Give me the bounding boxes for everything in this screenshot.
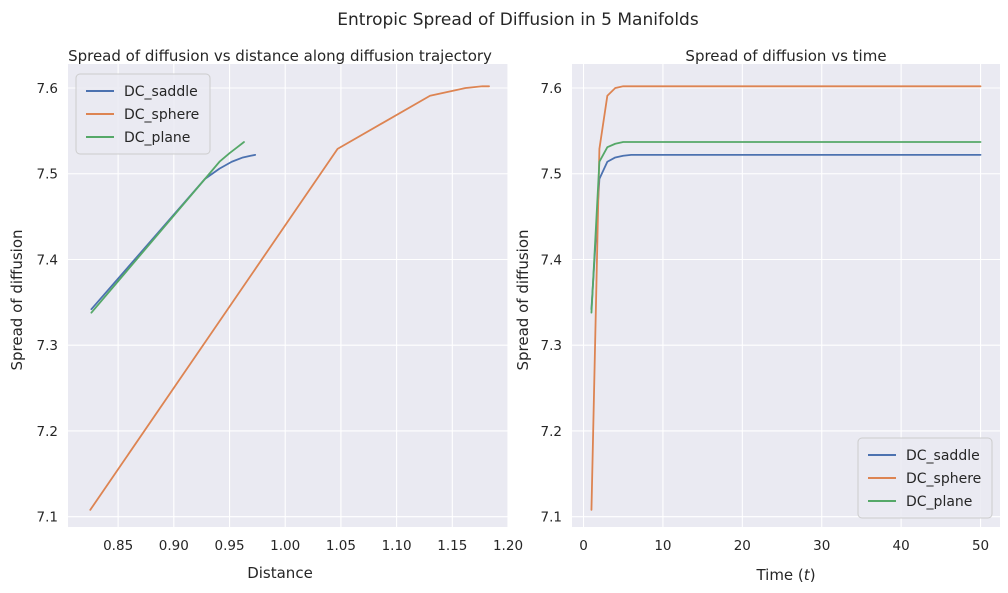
legend-label: DC_saddle	[906, 448, 980, 464]
legend-box	[857, 437, 993, 519]
x-tick-labels: 0.85 0.90 0.95 1.00 1.05 1.10 1.15 1.20	[103, 538, 523, 554]
x-tick-label: 1.10	[382, 538, 412, 554]
legend-label: DC_sphere	[906, 471, 981, 487]
y-tick-label: 7.4	[37, 252, 58, 268]
y-tick-label: 7.1	[541, 510, 562, 526]
y-tick-label: 7.4	[541, 252, 562, 268]
chart-title: Spread of diffusion vs time	[685, 47, 886, 65]
x-tick-label: 10	[654, 538, 671, 554]
chart-time: 0 10 20 30 40 50 7.1 7.2 7.3 7.4 7.5 7.6 Spread of…	[514, 47, 1000, 584]
x-tick-label: 30	[813, 538, 830, 554]
y-tick-label: 7.6	[37, 81, 58, 97]
y-tick-label: 7.6	[541, 81, 562, 97]
series-lines	[89, 85, 490, 511]
x-tick-label: 1.15	[437, 538, 467, 554]
x-tick-label: 40	[893, 538, 910, 554]
legend-box	[75, 73, 211, 155]
x-axis-label: Distance	[247, 564, 313, 582]
x-tick-labels: 0 10 20 30 40 50	[579, 538, 989, 554]
y-tick-label: 7.5	[37, 167, 58, 183]
y-tick-label: 7.3	[37, 338, 58, 354]
x-tick-label: 0.90	[159, 538, 189, 554]
series-lines	[590, 85, 982, 511]
series-line-dc-saddle	[590, 153, 982, 311]
x-tick-label: 1.00	[270, 538, 300, 554]
y-tick-label: 7.3	[541, 338, 562, 354]
y-tick-label: 7.2	[37, 424, 58, 440]
legend-label: DC_plane	[124, 130, 190, 146]
y-tick-label: 7.2	[541, 424, 562, 440]
y-tick-labels: 7.1 7.2 7.3 7.4 7.5 7.6	[37, 81, 58, 526]
chart-distance: 0.85 0.90 0.95 1.00 1.05 1.10 1.15 1.20 7.17.27…	[8, 47, 523, 582]
x-tick-label: 50	[972, 538, 989, 554]
legend-label: DC_plane	[906, 494, 972, 510]
y-grid	[572, 87, 1000, 518]
legend-label: DC_sphere	[124, 107, 199, 123]
y-tick-label: 7.1	[37, 510, 58, 526]
series-line-dc-plane	[590, 141, 982, 314]
x-axis-label-var: t	[804, 566, 811, 584]
series-line-dc-sphere	[590, 85, 982, 511]
chart-title: Spread of diffusion vs distance along di…	[68, 47, 492, 65]
series-line-dc-sphere	[89, 85, 490, 511]
y-axis-label: Spread of diffusion	[8, 229, 26, 370]
y-axis-label: Spread of diffusion	[514, 229, 532, 370]
figure-suptitle: Entropic Spread of Diffusion in 5 Manifo…	[337, 10, 699, 30]
y-tick-labels: 7.1 7.2 7.3 7.4 7.5 7.6	[541, 81, 562, 526]
x-tick-label: 0.85	[103, 538, 133, 554]
x-axis-label: Time (t)	[755, 566, 815, 584]
y-tick-label: 7.5	[541, 167, 562, 183]
x-tick-label: 20	[734, 538, 751, 554]
series-line-dc-plane	[90, 141, 245, 314]
legend: DC_saddle DC_sphere DC_plane	[857, 437, 993, 519]
legend-label: DC_saddle	[124, 84, 198, 100]
x-tick-label: 0	[579, 538, 588, 554]
x-tick-label: 1.20	[493, 538, 523, 554]
legend: DC_saddle DC_sphere DC_plane	[75, 73, 211, 155]
x-tick-label: 1.05	[326, 538, 356, 554]
x-tick-label: 0.95	[214, 538, 244, 554]
